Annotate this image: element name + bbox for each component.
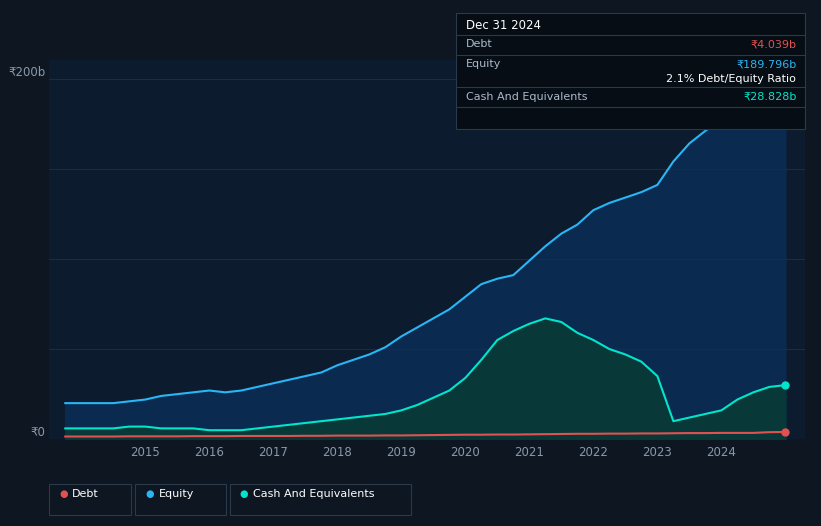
Text: Equity: Equity <box>466 59 501 69</box>
Text: Debt: Debt <box>72 489 99 500</box>
Text: ₹189.796b: ₹189.796b <box>736 59 796 69</box>
Text: ●: ● <box>240 489 248 500</box>
Text: ₹4.039b: ₹4.039b <box>750 39 796 49</box>
Text: ₹28.828b: ₹28.828b <box>743 92 796 102</box>
Text: ●: ● <box>59 489 67 500</box>
Text: Equity: Equity <box>158 489 194 500</box>
Text: Cash And Equivalents: Cash And Equivalents <box>466 92 587 102</box>
Text: Cash And Equivalents: Cash And Equivalents <box>253 489 374 500</box>
Text: Debt: Debt <box>466 39 493 49</box>
Text: 2.1% Debt/Equity Ratio: 2.1% Debt/Equity Ratio <box>667 74 796 84</box>
Text: Dec 31 2024: Dec 31 2024 <box>466 19 540 33</box>
Text: ₹200b: ₹200b <box>8 66 45 78</box>
Text: ●: ● <box>145 489 154 500</box>
Text: ₹0: ₹0 <box>30 426 45 439</box>
